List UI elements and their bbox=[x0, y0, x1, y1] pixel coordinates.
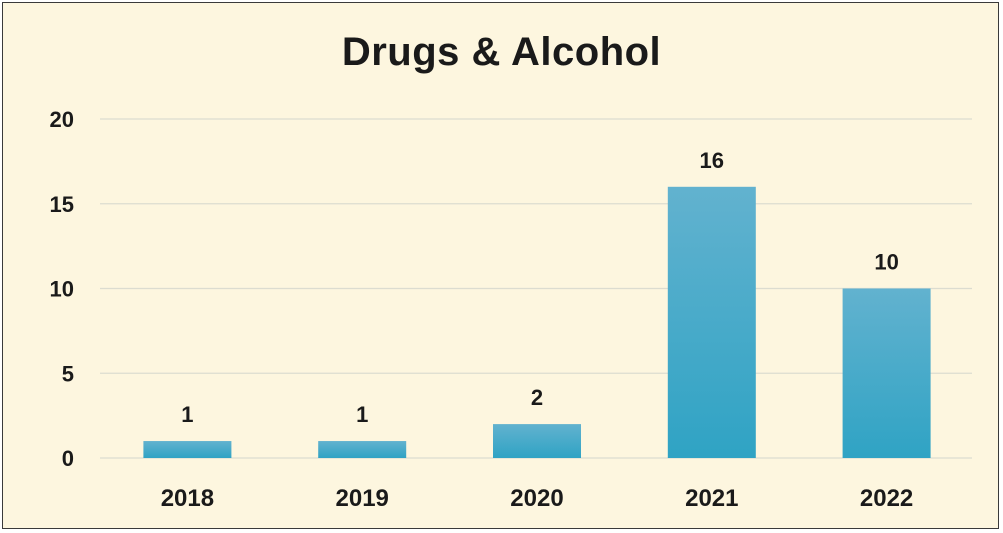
bars bbox=[143, 186, 931, 459]
data-label-2020: 2 bbox=[531, 385, 543, 410]
y-tick-label: 20 bbox=[50, 107, 74, 132]
bar-2018 bbox=[143, 441, 232, 458]
y-tick-label: 0 bbox=[62, 446, 74, 471]
y-tick-label: 10 bbox=[50, 277, 74, 302]
y-tick-label: 5 bbox=[62, 361, 74, 386]
gridlines bbox=[100, 118, 972, 459]
x-tick-label-2022: 2022 bbox=[860, 485, 913, 512]
bar-2019 bbox=[318, 441, 407, 458]
data-label-2021: 16 bbox=[700, 148, 724, 173]
data-label-2022: 10 bbox=[874, 250, 898, 275]
x-axis-ticks: 2018 2019 2020 2021 2022 bbox=[161, 485, 914, 512]
x-tick-label-2018: 2018 bbox=[161, 485, 214, 512]
data-label-2019: 1 bbox=[356, 402, 368, 427]
chart-title: Drugs & Alcohol bbox=[341, 30, 662, 74]
data-label-2018: 1 bbox=[181, 402, 193, 427]
data-labels: 1 1 2 16 10 bbox=[181, 148, 899, 427]
bar-2021 bbox=[667, 186, 756, 459]
y-tick-label: 15 bbox=[50, 192, 74, 217]
bar-2020 bbox=[493, 424, 581, 458]
x-tick-label-2021: 2021 bbox=[685, 485, 738, 512]
y-axis-ticks: 0 5 10 15 20 bbox=[50, 107, 74, 471]
bar-2022 bbox=[842, 288, 931, 458]
x-tick-label-2019: 2019 bbox=[336, 485, 389, 512]
x-tick-label-2020: 2020 bbox=[510, 485, 563, 512]
